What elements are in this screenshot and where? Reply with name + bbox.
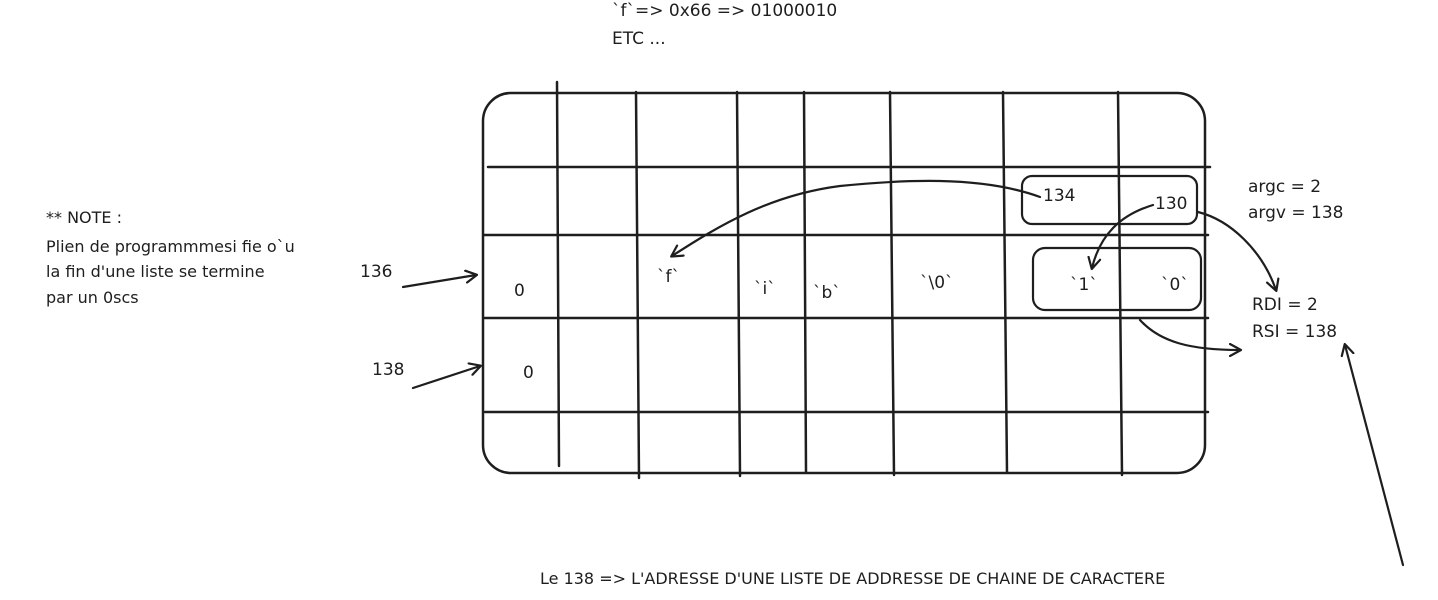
row-lines xyxy=(482,165,1212,414)
argv-label: argv = 138 xyxy=(1248,203,1344,223)
cell-value-134: 134 xyxy=(1043,186,1076,206)
memory-frame xyxy=(481,91,1207,475)
note-title: ** NOTE : xyxy=(46,208,123,227)
string-box-10 xyxy=(1031,246,1203,312)
arrow-footer-to-rsi xyxy=(1345,345,1405,567)
cell-value-0b: `0` xyxy=(1161,275,1189,295)
arrow-130-to-1 xyxy=(1092,203,1155,268)
argc-label: argc = 2 xyxy=(1248,177,1322,197)
pointer-box-134 xyxy=(1020,174,1199,226)
address-label-136: 136 xyxy=(360,262,393,282)
note-line-3: par un 0scs xyxy=(46,288,139,307)
arrow-to-row-136 xyxy=(401,275,476,289)
rsi-label: RSI = 138 xyxy=(1252,322,1338,342)
cell-value-null: `\0` xyxy=(920,273,954,293)
address-label-138: 138 xyxy=(372,360,405,380)
cell-value-0: 0 xyxy=(514,281,525,301)
cell-value-row3-0: 0 xyxy=(523,363,534,383)
header-line-2: ETC ... xyxy=(612,29,666,49)
cell-value-130: 130 xyxy=(1155,194,1188,214)
cell-value-b: `b` xyxy=(813,283,841,303)
cell-value-1: `1` xyxy=(1070,275,1098,295)
note-line-2: la fin d'une liste se termine xyxy=(46,262,265,281)
footer-caption: Le 138 => L'ADRESSE D'UNE LISTE DE ADDRE… xyxy=(540,569,1166,588)
rdi-label: RDI = 2 xyxy=(1252,295,1318,315)
note-line-1: Plien de programmmesi fie o`u xyxy=(46,237,295,256)
arrow-134-to-f xyxy=(672,179,1042,256)
arrow-to-rsi xyxy=(1138,318,1240,350)
cell-value-i: `i` xyxy=(754,279,776,299)
arrow-to-rdi xyxy=(1196,210,1276,290)
arrow-to-row-138 xyxy=(411,366,480,390)
column-lines xyxy=(555,80,1124,480)
cell-value-f: `f` xyxy=(657,267,680,287)
header-line-1: `f`=> 0x66 => 01000010 xyxy=(612,1,838,21)
